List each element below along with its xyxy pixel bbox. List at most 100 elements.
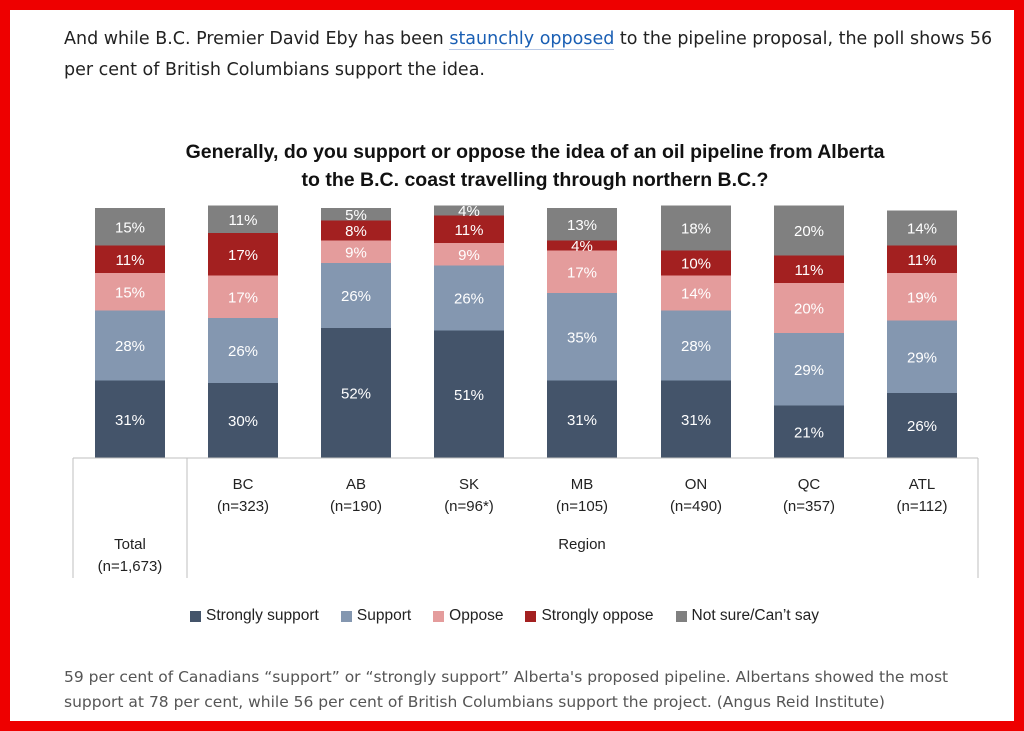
bar-segment [321,208,391,221]
data-label: 28% [681,338,711,355]
chart-title: Generally, do you support or oppose the … [110,138,960,194]
legend-label: Support [356,607,412,624]
intro-text-start: And while B.C. Premier David Eby has bee… [64,29,450,49]
staunchly-opposed-link[interactable]: staunchly opposed [449,29,615,50]
chart-title-line-1: Generally, do you support or oppose the … [185,141,885,163]
legend-label: Strongly support [206,607,319,624]
data-label: 35% [567,329,597,346]
bar-segment [887,210,957,246]
data-label: 13% [567,217,597,234]
bar-segment [95,273,165,311]
legend-item: Oppose [433,607,503,625]
category-sample-label: (n=96*) [444,498,494,515]
category-label: Total [114,536,146,553]
legend-label: Not sure/Can’t say [691,607,820,624]
category-label: SK [459,476,479,493]
data-label: 14% [907,221,937,238]
bar-segment [321,220,391,241]
bar-segment [434,330,504,458]
stacked-bar-chart: 31% 28% 15% 11% 15% 30% 26% 17% 17% 11% 52% 26% 9% 8%… [72,203,979,578]
legend-item: Support [340,607,412,625]
bar-segment [661,380,731,458]
legend-swatch [675,610,687,622]
category-label: QC [798,476,821,493]
data-label: 28% [115,338,145,355]
legend-item: Not sure/Can’t say [675,607,820,625]
bar-segment [321,240,391,263]
data-label: 17% [228,247,258,264]
bar-segment [774,405,844,458]
data-label: 4% [458,203,480,220]
bar-segment [208,383,278,458]
legend-label: Strongly oppose [541,607,654,624]
data-label: 11% [795,262,824,279]
bar-segment [661,310,731,381]
data-label: 29% [907,349,937,366]
data-label: 26% [341,288,371,305]
data-label: 14% [681,286,711,303]
bar-segment [887,273,957,321]
bar-segment [208,275,278,318]
data-label: 11% [116,252,145,269]
data-label: 29% [794,362,824,379]
chart-legend: Strongly support Support Oppose Strongly op… [190,605,910,627]
data-label: 31% [567,412,597,429]
data-label: 26% [454,291,484,308]
bar-segment [774,255,844,283]
data-label: 26% [228,343,258,360]
group-label: Region [558,536,606,553]
bar-segment [887,320,957,393]
data-label: 19% [907,289,937,306]
data-label: 31% [681,412,711,429]
bar-segment [434,243,504,266]
legend-swatch [340,610,352,622]
bar-segment [547,250,617,293]
bar-segment [95,245,165,273]
bar-segment [661,250,731,276]
data-label: 52% [341,386,371,403]
category-sample-label: (n=323) [217,498,269,515]
data-label: 11% [908,252,937,269]
intro-paragraph: And while B.C. Premier David Eby has bee… [64,24,1004,86]
category-label: MB [571,476,594,493]
bar-segment [208,205,278,233]
chart-title-line-2: to the B.C. coast travelling through nor… [301,169,769,191]
bar-segment [95,208,165,246]
category-label: ON [685,476,708,493]
bar-segment [661,205,731,251]
bar-segment [208,318,278,383]
data-label: 15% [115,284,145,301]
category-label: ATL [909,476,935,493]
data-label: 17% [228,289,258,306]
bar-segment [774,205,844,256]
data-label: 17% [567,264,597,281]
category-sample-label: (n=190) [330,498,382,515]
category-sample-label: (n=490) [670,498,722,515]
data-label: 11% [455,222,484,239]
data-label: 31% [115,412,145,429]
legend-item: Strongly oppose [525,607,654,625]
data-label: 9% [458,247,480,264]
data-label: 30% [228,413,258,430]
data-label: 9% [345,244,367,261]
data-label: 51% [454,387,484,404]
data-label: 18% [681,221,711,238]
bar-segment [774,333,844,406]
category-label: AB [346,476,366,493]
bar-segment [321,328,391,458]
bar-segment [95,380,165,458]
chart-caption: 59 per cent of Canadians “support” or “s… [64,668,949,711]
bar-segment [547,380,617,458]
data-label: 15% [115,219,145,236]
category-sample-label: (n=1,673) [98,558,163,575]
data-label: 8% [345,223,367,240]
legend-swatch [433,610,445,622]
data-label: 11% [229,212,258,229]
data-label: 26% [907,418,937,435]
legend-label: Oppose [449,607,504,624]
bar-segment [774,283,844,333]
bar-segment [661,275,731,311]
data-label: 4% [571,238,593,255]
bar-segment [434,205,504,216]
